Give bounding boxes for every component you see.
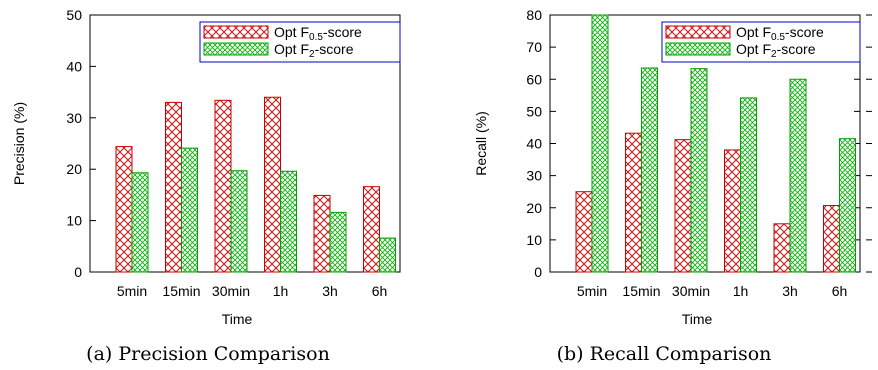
- chart-recall: 0 10 20 30 40 50 60 70 80 5min 15min 30min 1h 3h 6h Tim…: [473, 7, 872, 327]
- y-tick-label: 30: [526, 168, 542, 184]
- bar-f05: [364, 187, 380, 272]
- y-tick-label: 40: [66, 58, 82, 74]
- bar-f05: [626, 133, 642, 272]
- legend-swatch: [666, 26, 730, 38]
- bar-f05: [265, 97, 281, 272]
- bar-f2: [790, 79, 806, 272]
- y-tick-label: 50: [526, 103, 542, 119]
- bar-f2: [691, 69, 707, 272]
- y-tick-label: 40: [526, 136, 542, 152]
- x-tick-label: 1h: [273, 283, 289, 299]
- bar-f2: [741, 98, 757, 272]
- x-axis-label: Time: [222, 311, 253, 327]
- y-tick-label: 60: [526, 71, 542, 87]
- x-tick-label: 3h: [322, 283, 338, 299]
- bar-f05: [675, 140, 691, 272]
- x-axis-label: Time: [682, 311, 713, 327]
- bar-f05: [774, 224, 790, 272]
- bar-f2: [592, 15, 608, 272]
- y-axis-label: Recall (%): [473, 111, 489, 176]
- x-tick-label: 1h: [733, 283, 749, 299]
- bar-f2: [380, 238, 396, 272]
- y-tick-label: 50: [66, 7, 82, 23]
- bar-f05: [166, 102, 182, 272]
- bar-f2: [132, 173, 148, 272]
- bar-f2: [330, 212, 346, 272]
- y-tick-label: 70: [526, 39, 542, 55]
- x-tick-label: 15min: [622, 283, 660, 299]
- bar-f05: [576, 192, 592, 272]
- x-tick-label: 6h: [832, 283, 848, 299]
- y-tick-label: 10: [66, 213, 82, 229]
- y-tick-label: 80: [526, 7, 542, 23]
- bar-f05: [116, 147, 132, 272]
- bar-f2: [182, 148, 198, 272]
- caption-recall: (b) Recall Comparison: [557, 343, 772, 365]
- x-tick-label: 30min: [672, 283, 710, 299]
- x-tick-label: 30min: [212, 283, 250, 299]
- caption-precision: (a) Precision Comparison: [86, 343, 330, 365]
- bar-f05: [314, 195, 330, 272]
- y-axis-label: Precision (%): [11, 102, 27, 185]
- x-tick-label: 3h: [782, 283, 798, 299]
- legend-swatch: [204, 43, 268, 55]
- y-tick-label: 10: [526, 232, 542, 248]
- bar-f2: [231, 171, 247, 272]
- y-tick-label: 30: [66, 110, 82, 126]
- x-tick-label: 15min: [162, 283, 200, 299]
- chart-precision: 0 10 20 30 40 50 5min 15min 30min 1h 3h 6h Time Preci…: [11, 7, 400, 327]
- x-tick-label: 5min: [117, 283, 147, 299]
- bar-f2: [840, 139, 856, 272]
- y-tick-label: 0: [534, 264, 542, 280]
- legend-swatch: [666, 43, 730, 55]
- bar-f05: [725, 150, 741, 272]
- y-tick-label: 20: [526, 200, 542, 216]
- bar-f05: [824, 206, 840, 272]
- bar-f05: [215, 100, 231, 272]
- y-tick-label: 20: [66, 161, 82, 177]
- x-tick-label: 5min: [577, 283, 607, 299]
- bar-f2: [642, 68, 658, 272]
- bar-f2: [281, 171, 297, 272]
- legend-swatch: [204, 26, 268, 38]
- x-tick-label: 6h: [372, 283, 388, 299]
- y-tick-label: 0: [74, 264, 82, 280]
